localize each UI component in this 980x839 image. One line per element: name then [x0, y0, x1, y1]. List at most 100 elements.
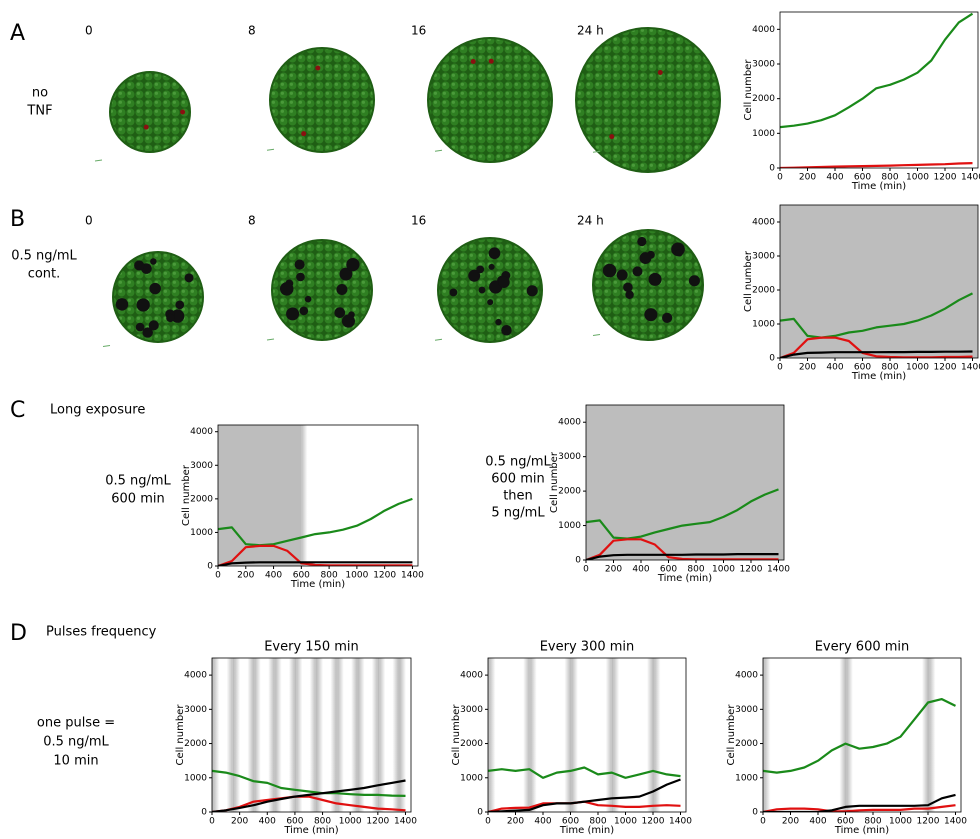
x-tick-label: 1200 [934, 363, 957, 373]
x-tick-label: 200 [237, 571, 254, 581]
time-label: 16 [411, 214, 426, 228]
x-tick-label: 200 [231, 817, 248, 827]
y-tick-label: 3000 [190, 461, 213, 471]
tnf-edge [255, 658, 261, 812]
tnf-edge [482, 658, 488, 812]
spheroid-cell [286, 307, 299, 320]
x-tick-label: 400 [826, 173, 843, 183]
y-tick-label: 1000 [190, 528, 213, 538]
spheroid-cell [675, 249, 683, 257]
tnf-edge [268, 658, 274, 812]
x-tick-label: 1200 [740, 565, 763, 575]
x-tick-label: 200 [605, 565, 622, 575]
tnf-edge [338, 658, 344, 812]
y-tick-label: 4000 [460, 671, 483, 681]
tnf-edge [531, 658, 537, 812]
spheroid-cell [166, 314, 174, 322]
x-axis-label: Time (min) [657, 573, 712, 584]
condition: 600 min [491, 472, 544, 487]
panel-heading: Pulses frequency [46, 625, 157, 640]
y-tick-label: 2000 [735, 739, 758, 749]
y-tick-label: 2000 [190, 494, 213, 504]
y-tick-label: 4000 [190, 427, 213, 437]
spheroid-cell [346, 258, 359, 271]
y-tick-label: 2000 [460, 739, 483, 749]
tnf-period [928, 658, 929, 812]
x-axis-label: Time (min) [834, 825, 889, 835]
spheroid-cell [640, 252, 652, 264]
tnf-edge [565, 658, 571, 812]
y-tick-label: 2000 [752, 94, 775, 104]
chart: 0100020003000400002004006008001000120014… [181, 425, 424, 590]
spheroid-cell [299, 306, 308, 315]
axis-glyph [435, 150, 442, 151]
y-tick-label: 2000 [184, 739, 207, 749]
tnf-edge [247, 658, 253, 812]
tnf-period [274, 658, 275, 812]
time-label: 0 [85, 24, 93, 38]
panel-heading: Long exposure [50, 403, 145, 418]
y-tick-label: 3000 [752, 252, 775, 262]
tnf-period [653, 658, 654, 812]
x-axis-label: Time (min) [290, 579, 345, 590]
spheroid-cell [623, 282, 633, 292]
y-tick-label: 3000 [184, 705, 207, 715]
chart-title: Every 600 min [815, 640, 910, 655]
y-axis-label: Cell number [726, 704, 737, 766]
tnf-edge [647, 658, 653, 812]
axis-glyph [267, 339, 274, 340]
y-tick-label: 1000 [752, 129, 775, 139]
tnf-edge [840, 658, 846, 812]
y-tick-label: 0 [769, 164, 775, 174]
y-tick-label: 1000 [184, 773, 207, 783]
x-tick-label: 400 [826, 363, 843, 373]
x-tick-label: 0 [777, 363, 783, 373]
axis-glyph [593, 335, 600, 336]
x-tick-label: 0 [760, 817, 766, 827]
tnf-edge [330, 658, 336, 812]
tnf-edge [757, 658, 763, 812]
tnf-edge [317, 658, 323, 812]
x-axis-label: Time (min) [559, 825, 614, 835]
x-tick-label: 200 [799, 363, 816, 373]
spheroid-cell [134, 260, 144, 270]
tnf-period [612, 658, 613, 812]
spheroid-cell [689, 275, 700, 286]
condition: 5 ng/mL [491, 506, 545, 521]
y-tick-label: 0 [201, 808, 207, 818]
tnf-period [529, 658, 530, 812]
tnf-edge [400, 658, 406, 812]
tnf-edge [929, 658, 935, 812]
x-tick-label: 1000 [906, 173, 929, 183]
time-label: 0 [85, 214, 93, 228]
x-tick-label: 1000 [889, 817, 912, 827]
x-tick-label: 1200 [934, 173, 957, 183]
tnf-edge [234, 658, 240, 812]
condition: one pulse = [37, 716, 115, 731]
x-axis-label: Time (min) [283, 825, 338, 835]
spheroid-cell [658, 70, 663, 75]
tnf-edge [489, 658, 495, 812]
spheroid-cell [295, 260, 305, 270]
spheroid [270, 48, 374, 152]
y-tick-label: 0 [207, 562, 213, 572]
tnf-edge [372, 658, 378, 812]
spheroid-cell [301, 131, 306, 136]
y-tick-label: 1000 [460, 773, 483, 783]
y-tick-label: 0 [575, 556, 581, 566]
x-tick-label: 200 [507, 817, 524, 827]
condition: 0.5 ng/mL [485, 455, 551, 470]
axis-glyph [435, 339, 442, 340]
spheroid-cell [336, 284, 347, 295]
time-label: 24 h [577, 214, 604, 228]
condition: 0.5 ng/mL [105, 474, 171, 489]
y-tick-label: 3000 [752, 60, 775, 70]
x-tick-label: 0 [777, 173, 783, 183]
axis-glyph [267, 149, 274, 150]
tnf-edge [523, 658, 529, 812]
x-tick-label: 1400 [961, 363, 980, 373]
x-tick-label: 1400 [767, 565, 790, 575]
chart: 0100020003000400002004006008001000120014… [743, 205, 980, 382]
x-axis-label: Time (min) [851, 181, 906, 192]
tnf-period [316, 658, 317, 812]
